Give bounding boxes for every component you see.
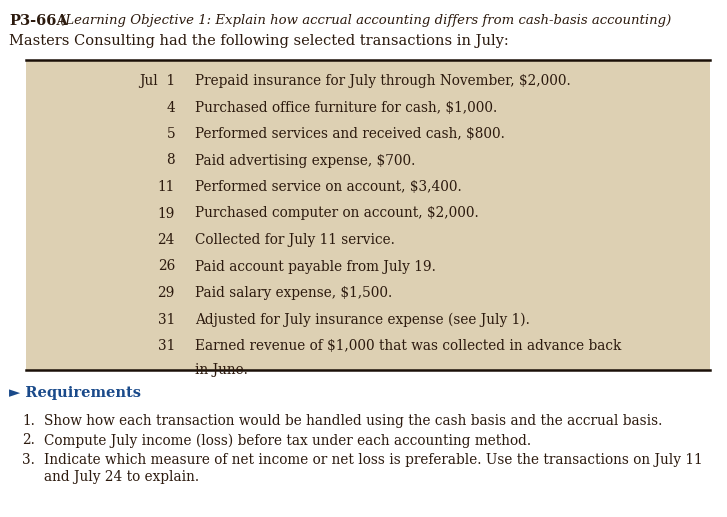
Text: 31: 31 [158,339,175,353]
Text: 31: 31 [158,312,175,327]
Text: Compute July income (loss) before tax under each accounting method.: Compute July income (loss) before tax un… [44,433,531,448]
Text: Purchased office furniture for cash, $1,000.: Purchased office furniture for cash, $1,… [195,100,497,114]
Text: Prepaid insurance for July through November, $2,000.: Prepaid insurance for July through Novem… [195,74,571,88]
Text: Collected for July 11 service.: Collected for July 11 service. [195,233,395,247]
Text: 24: 24 [158,233,175,247]
Text: P3-66A: P3-66A [9,14,68,28]
Text: Performed services and received cash, $800.: Performed services and received cash, $8… [195,127,505,141]
Text: 5: 5 [166,127,175,141]
Text: Show how each transaction would be handled using the cash basis and the accrual : Show how each transaction would be handl… [44,414,662,428]
Text: Purchased computer on account, $2,000.: Purchased computer on account, $2,000. [195,206,479,220]
Text: Performed service on account, $3,400.: Performed service on account, $3,400. [195,180,462,194]
Text: 8: 8 [166,154,175,168]
Text: 1.: 1. [22,414,35,428]
Text: Paid advertising expense, $700.: Paid advertising expense, $700. [195,154,415,168]
Text: 11: 11 [158,180,175,194]
Text: 3.: 3. [22,453,35,467]
Text: and July 24 to explain.: and July 24 to explain. [44,469,199,483]
Text: Masters Consulting had the following selected transactions in July:: Masters Consulting had the following sel… [9,34,509,48]
Text: in June.: in June. [195,363,248,377]
Text: Paid account payable from July 19.: Paid account payable from July 19. [195,260,436,273]
Text: 4: 4 [166,100,175,114]
Text: 19: 19 [158,206,175,220]
Text: 2.: 2. [22,433,35,448]
Text: Paid salary expense, $1,500.: Paid salary expense, $1,500. [195,286,393,300]
Text: ► Requirements: ► Requirements [9,386,141,400]
Text: 26: 26 [158,260,175,273]
Text: (Learning Objective 1: Explain how accrual accounting differs from cash-basis ac: (Learning Objective 1: Explain how accru… [56,14,671,27]
Text: Adjusted for July insurance expense (see July 1).: Adjusted for July insurance expense (see… [195,312,530,327]
Text: Jul  1: Jul 1 [139,74,175,88]
Text: Indicate which measure of net income or net loss is preferable. Use the transact: Indicate which measure of net income or … [44,453,702,467]
Text: 29: 29 [158,286,175,300]
Bar [26,60,710,370]
Text: Earned revenue of $1,000 that was collected in advance back: Earned revenue of $1,000 that was collec… [195,339,622,353]
